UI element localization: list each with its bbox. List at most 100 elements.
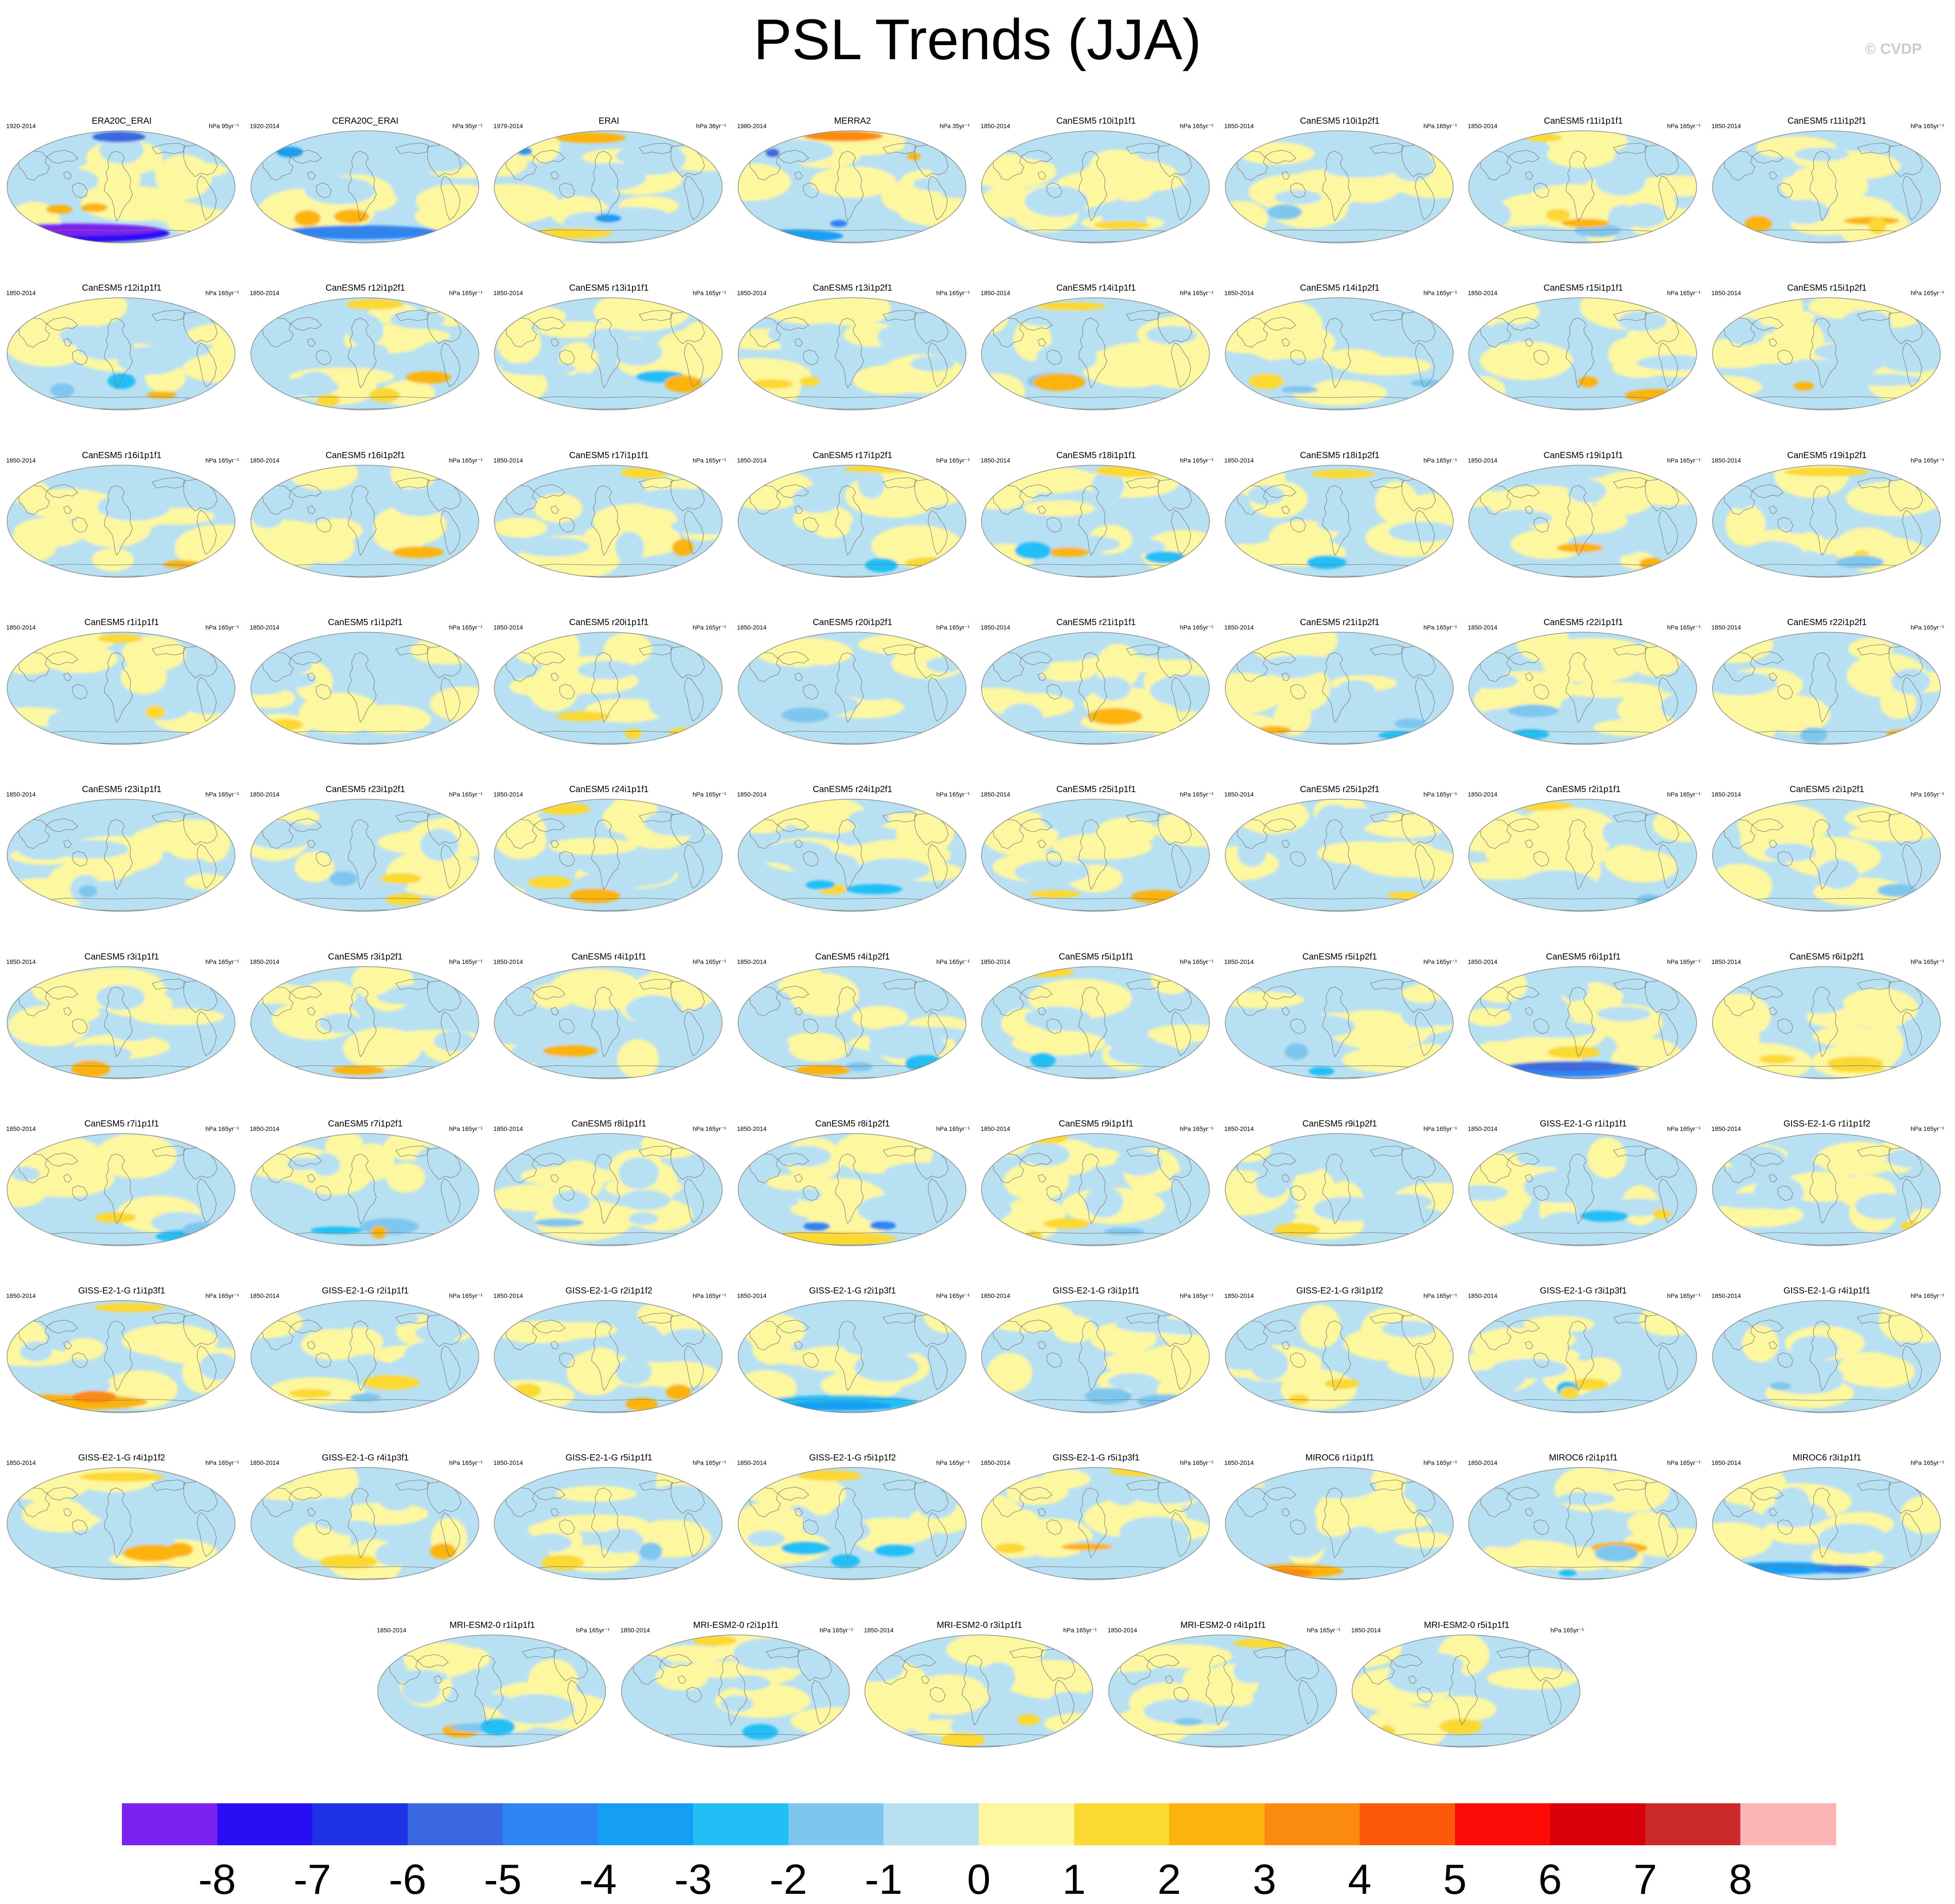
panel-years: 1850-2014 — [1468, 1292, 1497, 1300]
coastline — [1281, 1341, 1290, 1350]
negative-trend-region — [1023, 1143, 1070, 1166]
negative-trend-region — [349, 343, 389, 360]
coastline — [1565, 1487, 1595, 1559]
negative-trend-region — [1648, 514, 1697, 545]
strong-trend-anomaly — [392, 546, 444, 558]
panel-years: 1850-2014 — [981, 791, 1010, 798]
negative-trend-region — [1248, 485, 1284, 505]
panel-title: CanESM5 r1i1p1f1 — [84, 617, 159, 627]
panel-years: 1850-2014 — [1711, 791, 1741, 798]
coastline — [1613, 978, 1648, 990]
strong-trend-anomaly — [1030, 1052, 1056, 1068]
global-map — [1712, 1300, 1941, 1413]
global-map — [1224, 632, 1454, 745]
panel-years: 1850-2014 — [1224, 456, 1254, 464]
map-panel: CanESM5 r14i1p1f1 1850-2014 hPa 165yr⁻¹ — [974, 282, 1218, 449]
panel-trend-units: hPa 165yr⁻¹ — [449, 289, 483, 297]
map-outline — [494, 130, 723, 243]
strong-trend-anomaly — [639, 1542, 663, 1560]
coastline — [684, 1011, 704, 1056]
panel-years: 1850-2014 — [1224, 1292, 1254, 1300]
colorbar-swatch — [1169, 1803, 1265, 1845]
panel-trend-units: hPa 165yr⁻¹ — [1180, 623, 1213, 631]
panel-title: CanESM5 r1i1p2f1 — [328, 617, 403, 627]
panel-years: 1850-2014 — [1224, 122, 1254, 129]
coastline — [1525, 338, 1534, 347]
positive-trend-region — [752, 1331, 792, 1365]
panel-trend-units: hPa 165yr⁻¹ — [1063, 1626, 1097, 1634]
negative-trend-region — [1115, 1149, 1162, 1176]
positive-trend-region — [494, 517, 548, 538]
panel-trend-units: hPa 165yr⁻¹ — [205, 958, 239, 965]
coastline — [803, 1185, 819, 1201]
coastline — [639, 644, 673, 656]
panel-trend-units: hPa 165yr⁻¹ — [1910, 791, 1944, 798]
coastline — [534, 818, 565, 832]
coastline — [261, 1153, 294, 1183]
positive-trend-region — [166, 828, 218, 860]
panel-years: 1850-2014 — [1711, 1125, 1741, 1132]
strong-trend-anomaly — [781, 707, 829, 723]
coastline — [777, 818, 809, 832]
strong-trend-anomaly — [754, 1231, 896, 1246]
negative-trend-region — [918, 1175, 966, 1204]
coastline — [534, 484, 565, 498]
coastline — [993, 986, 1024, 1016]
coastline — [1126, 143, 1160, 154]
positive-trend-region — [496, 823, 547, 860]
map-panel: GISS-E2-1-G r2i1p3f1 1850-2014 hPa 165yr⁻¹ — [731, 1285, 974, 1452]
strong-trend-anomaly — [319, 1555, 378, 1569]
coastline — [834, 1487, 864, 1559]
panel-title: CanESM5 r18i1p1f1 — [1056, 450, 1136, 460]
map-outline — [7, 130, 235, 243]
coastline — [794, 505, 803, 514]
strong-trend-anomaly — [1643, 897, 1688, 910]
coastline — [1525, 1508, 1534, 1517]
coastline — [1078, 485, 1107, 556]
coastline — [550, 1006, 559, 1016]
panel-title: CanESM5 r3i1p1f1 — [84, 952, 159, 962]
colorbar-tick-label: -6 — [388, 1856, 427, 1903]
coastline — [152, 1479, 186, 1491]
coastline — [1363, 1655, 1395, 1685]
global-map — [1468, 799, 1697, 912]
negative-trend-region — [111, 1026, 155, 1041]
coastline — [834, 652, 864, 723]
coastline — [1534, 1519, 1550, 1535]
coastline — [1281, 171, 1290, 180]
negative-trend-region — [389, 1355, 446, 1382]
map-panel: CanESM5 r24i1p1f1 1850-2014 hPa 165yr⁻¹ — [487, 783, 731, 950]
positive-trend-region — [1133, 1343, 1209, 1384]
coastline — [1613, 310, 1648, 321]
panel-trend-units: hPa 165yr⁻¹ — [936, 791, 970, 798]
strong-trend-anomaly — [46, 205, 72, 214]
coastline — [1046, 517, 1062, 533]
coastline — [1565, 1320, 1595, 1392]
coastline — [505, 652, 537, 682]
strong-trend-anomaly — [359, 1218, 419, 1235]
coastline — [72, 182, 88, 198]
positive-trend-region — [165, 202, 210, 234]
coastline — [1751, 818, 1784, 832]
strong-trend-anomaly — [276, 147, 303, 157]
coastline — [1126, 1312, 1160, 1324]
strong-trend-anomaly — [1625, 389, 1683, 402]
coastline — [18, 986, 50, 1016]
strong-trend-anomaly — [1560, 1387, 1579, 1399]
panel-trend-units: hPa 165yr⁻¹ — [449, 623, 483, 631]
coastline — [1480, 318, 1512, 348]
positive-trend-region — [1604, 845, 1648, 876]
negative-trend-region — [1041, 803, 1084, 831]
coastline — [1038, 839, 1046, 848]
negative-trend-region — [1001, 703, 1043, 731]
panel-years: 1850-2014 — [250, 623, 280, 631]
panel-title: MERRA2 — [834, 116, 871, 126]
map-outline — [7, 1300, 235, 1413]
positive-trend-region — [1472, 1327, 1553, 1365]
panel-trend-units: hPa 165yr⁻¹ — [1180, 122, 1213, 129]
strong-trend-anomaly — [541, 1555, 584, 1570]
panel-years: 1850-2014 — [737, 289, 767, 297]
coastline — [1856, 1479, 1891, 1491]
positive-trend-region — [783, 799, 866, 832]
negative-trend-region — [117, 346, 182, 375]
